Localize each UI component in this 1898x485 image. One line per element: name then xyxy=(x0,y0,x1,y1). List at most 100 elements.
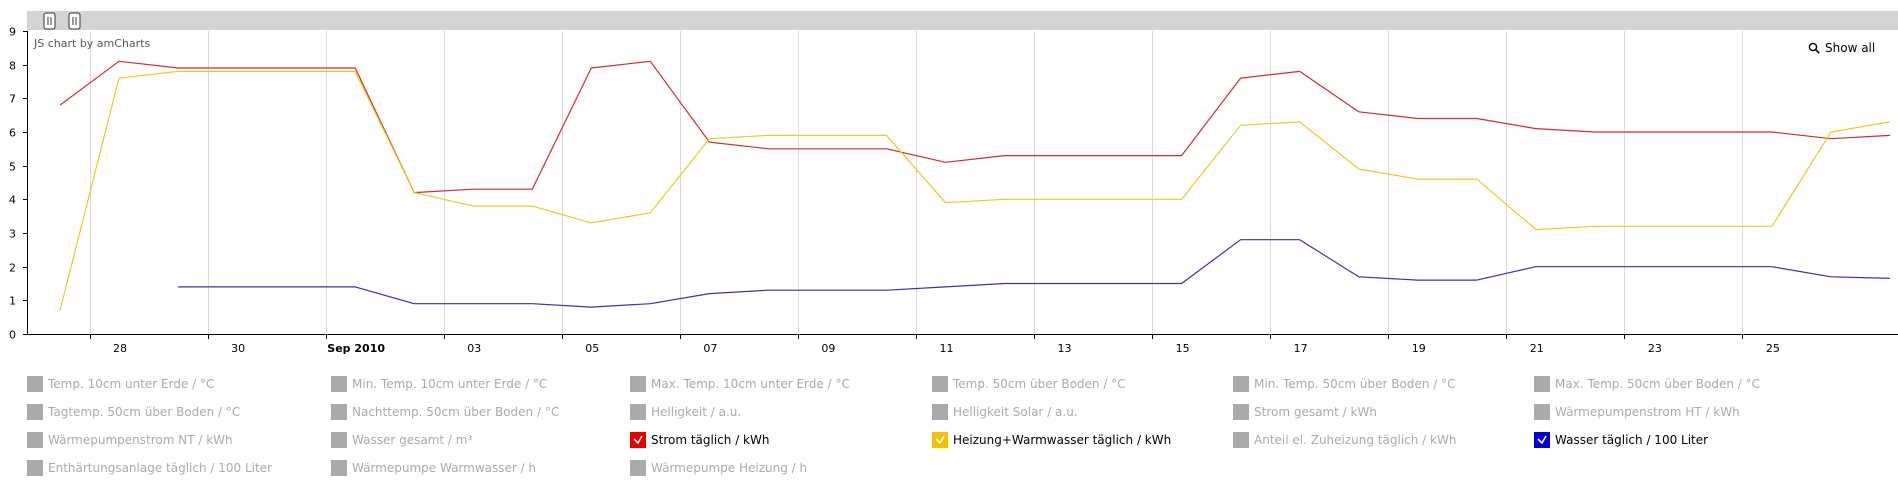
legend-checkbox[interactable] xyxy=(331,460,347,476)
show-all-label: Show all xyxy=(1825,41,1876,55)
legend-item[interactable]: Wasser täglich / 100 Liter xyxy=(1534,432,1708,448)
x-tick-label: 23 xyxy=(1648,342,1662,355)
legend-item[interactable]: Strom täglich / kWh xyxy=(630,432,769,448)
legend-checkbox[interactable] xyxy=(27,432,43,448)
legend-item[interactable]: Min. Temp. 50cm über Boden / °C xyxy=(1233,376,1456,392)
legend-item[interactable]: Max. Temp. 10cm unter Erde / °C xyxy=(630,376,850,392)
grid xyxy=(90,31,1743,334)
legend-checkbox[interactable] xyxy=(331,404,347,420)
scrollbar-right-handle[interactable] xyxy=(68,12,81,30)
legend-label: Wärmepumpe Heizung / h xyxy=(651,461,808,475)
x-tick-label: 25 xyxy=(1766,342,1780,355)
axes xyxy=(27,31,1898,335)
checkmark-icon xyxy=(935,435,945,445)
x-tick-label: 19 xyxy=(1412,342,1426,355)
x-tick-label: 21 xyxy=(1530,342,1544,355)
legend-label: Wärmepumpe Warmwasser / h xyxy=(352,461,537,475)
legend-item[interactable]: Anteil el. Zuheizung täglich / kWh xyxy=(1233,432,1456,448)
legend-checkbox[interactable] xyxy=(1534,404,1550,420)
x-tick-label: 15 xyxy=(1176,342,1190,355)
series-line-3[interactable] xyxy=(178,239,1891,308)
series-line-2[interactable] xyxy=(59,70,1891,311)
legend-label: Max. Temp. 50cm über Boden / °C xyxy=(1555,377,1761,391)
legend-item[interactable]: Helligkeit Solar / a.u. xyxy=(932,404,1078,420)
legend-checkbox-checked[interactable] xyxy=(932,432,948,448)
y-tick-label: 6 xyxy=(9,127,16,140)
legend-item[interactable]: Nachttemp. 50cm über Boden / °C xyxy=(331,404,559,420)
legend-checkbox[interactable] xyxy=(932,376,948,392)
legend-item[interactable]: Strom gesamt / kWh xyxy=(1233,404,1377,420)
x-tick-label: 28 xyxy=(113,342,127,355)
scrollbar-left-handle[interactable] xyxy=(43,12,56,30)
legend-item[interactable]: Max. Temp. 50cm über Boden / °C xyxy=(1534,376,1760,392)
legend-item[interactable]: Tagtemp. 50cm über Boden / °C xyxy=(27,404,240,420)
legend-label: Min. Temp. 10cm unter Erde / °C xyxy=(352,377,548,391)
legend-checkbox-checked[interactable] xyxy=(630,432,646,448)
legend-label: Tagtemp. 50cm über Boden / °C xyxy=(48,405,241,419)
legend-checkbox[interactable] xyxy=(331,432,347,448)
legend-label: Max. Temp. 10cm unter Erde / °C xyxy=(651,377,850,391)
y-tick-label: 5 xyxy=(9,161,16,174)
legend-label: Wasser gesamt / m³ xyxy=(352,433,473,447)
legend-item[interactable]: Heizung+Warmwasser täglich / kWh xyxy=(932,432,1171,448)
amcharts-credit[interactable]: JS chart by amCharts xyxy=(33,37,150,50)
legend-label: Wasser täglich / 100 Liter xyxy=(1555,433,1709,447)
y-axis-ticks: 0 1 2 3 4 5 6 7 8 9 xyxy=(9,26,27,342)
legend-item[interactable]: Wärmepumpe Heizung / h xyxy=(630,460,807,476)
y-tick-label: 2 xyxy=(9,262,16,275)
legend-checkbox[interactable] xyxy=(27,460,43,476)
legend-label: Anteil el. Zuheizung täglich / kWh xyxy=(1254,433,1457,447)
legend-item[interactable]: Helligkeit / a.u. xyxy=(630,404,741,420)
x-tick-label: 11 xyxy=(939,342,953,355)
y-tick-label: 4 xyxy=(9,194,16,207)
show-all-button[interactable]: Show all xyxy=(1808,40,1875,56)
legend-checkbox[interactable] xyxy=(630,376,646,392)
legend-checkbox-checked[interactable] xyxy=(1534,432,1550,448)
legend-label: Wärmepumpenstrom NT / kWh xyxy=(48,433,233,447)
x-tick-label: 05 xyxy=(585,342,599,355)
checkmark-icon xyxy=(633,435,643,445)
legend-checkbox[interactable] xyxy=(1233,376,1249,392)
legend-checkbox[interactable] xyxy=(1233,432,1249,448)
legend-item[interactable]: Temp. 50cm über Boden / °C xyxy=(932,376,1126,392)
x-tick-label: 03 xyxy=(467,342,481,355)
y-tick-label: 0 xyxy=(9,329,16,342)
checkmark-icon xyxy=(1537,435,1547,445)
scrollbar[interactable] xyxy=(27,11,1898,30)
legend-label: Min. Temp. 50cm über Boden / °C xyxy=(1254,377,1456,391)
legend-item[interactable]: Temp. 10cm unter Erde / °C xyxy=(27,376,214,392)
legend-label: Nachttemp. 50cm über Boden / °C xyxy=(352,405,560,419)
y-tick-label: 7 xyxy=(9,93,16,106)
series-line-1[interactable] xyxy=(59,60,1891,194)
legend-checkbox[interactable] xyxy=(331,376,347,392)
legend-item[interactable]: Wärmepumpenstrom HT / kWh xyxy=(1534,404,1740,420)
legend-checkbox[interactable] xyxy=(630,404,646,420)
x-tick-label: 07 xyxy=(703,342,717,355)
x-tick-label: 17 xyxy=(1294,342,1308,355)
legend-label: Heizung+Warmwasser täglich / kWh xyxy=(953,433,1172,447)
legend-item[interactable]: Enthärtungsanlage täglich / 100 Liter xyxy=(27,460,272,476)
legend-checkbox[interactable] xyxy=(932,404,948,420)
y-tick-label: 8 xyxy=(9,60,16,73)
legend-checkbox[interactable] xyxy=(27,376,43,392)
legend-checkbox[interactable] xyxy=(1534,376,1550,392)
legend-item[interactable]: Wärmepumpenstrom NT / kWh xyxy=(27,432,233,448)
legend-checkbox[interactable] xyxy=(1233,404,1249,420)
legend-checkbox[interactable] xyxy=(630,460,646,476)
series-lines xyxy=(59,60,1891,311)
x-axis-ticks: 28 30 Sep 2010 03 05 07 09 11 13 15 17 19 21 23 25 xyxy=(90,334,1780,355)
x-tick-label: 09 xyxy=(821,342,835,355)
legend-label: Enthärtungsanlage täglich / 100 Liter xyxy=(48,461,273,475)
legend-item[interactable]: Min. Temp. 10cm unter Erde / °C xyxy=(331,376,547,392)
legend-label: Temp. 10cm unter Erde / °C xyxy=(48,377,215,391)
legend-label: Helligkeit Solar / a.u. xyxy=(953,405,1078,419)
x-tick-label: 13 xyxy=(1058,342,1072,355)
legend-checkbox[interactable] xyxy=(27,404,43,420)
y-tick-label: 1 xyxy=(9,295,16,308)
zoom-icon xyxy=(1808,42,1820,54)
legend-item[interactable]: Wasser gesamt / m³ xyxy=(331,432,472,448)
legend-item[interactable]: Wärmepumpe Warmwasser / h xyxy=(331,460,536,476)
legend-label: Strom täglich / kWh xyxy=(651,433,770,447)
legend: Temp. 10cm unter Erde / °C Min. Temp. 10c… xyxy=(27,376,1887,476)
legend-label: Helligkeit / a.u. xyxy=(651,405,742,419)
